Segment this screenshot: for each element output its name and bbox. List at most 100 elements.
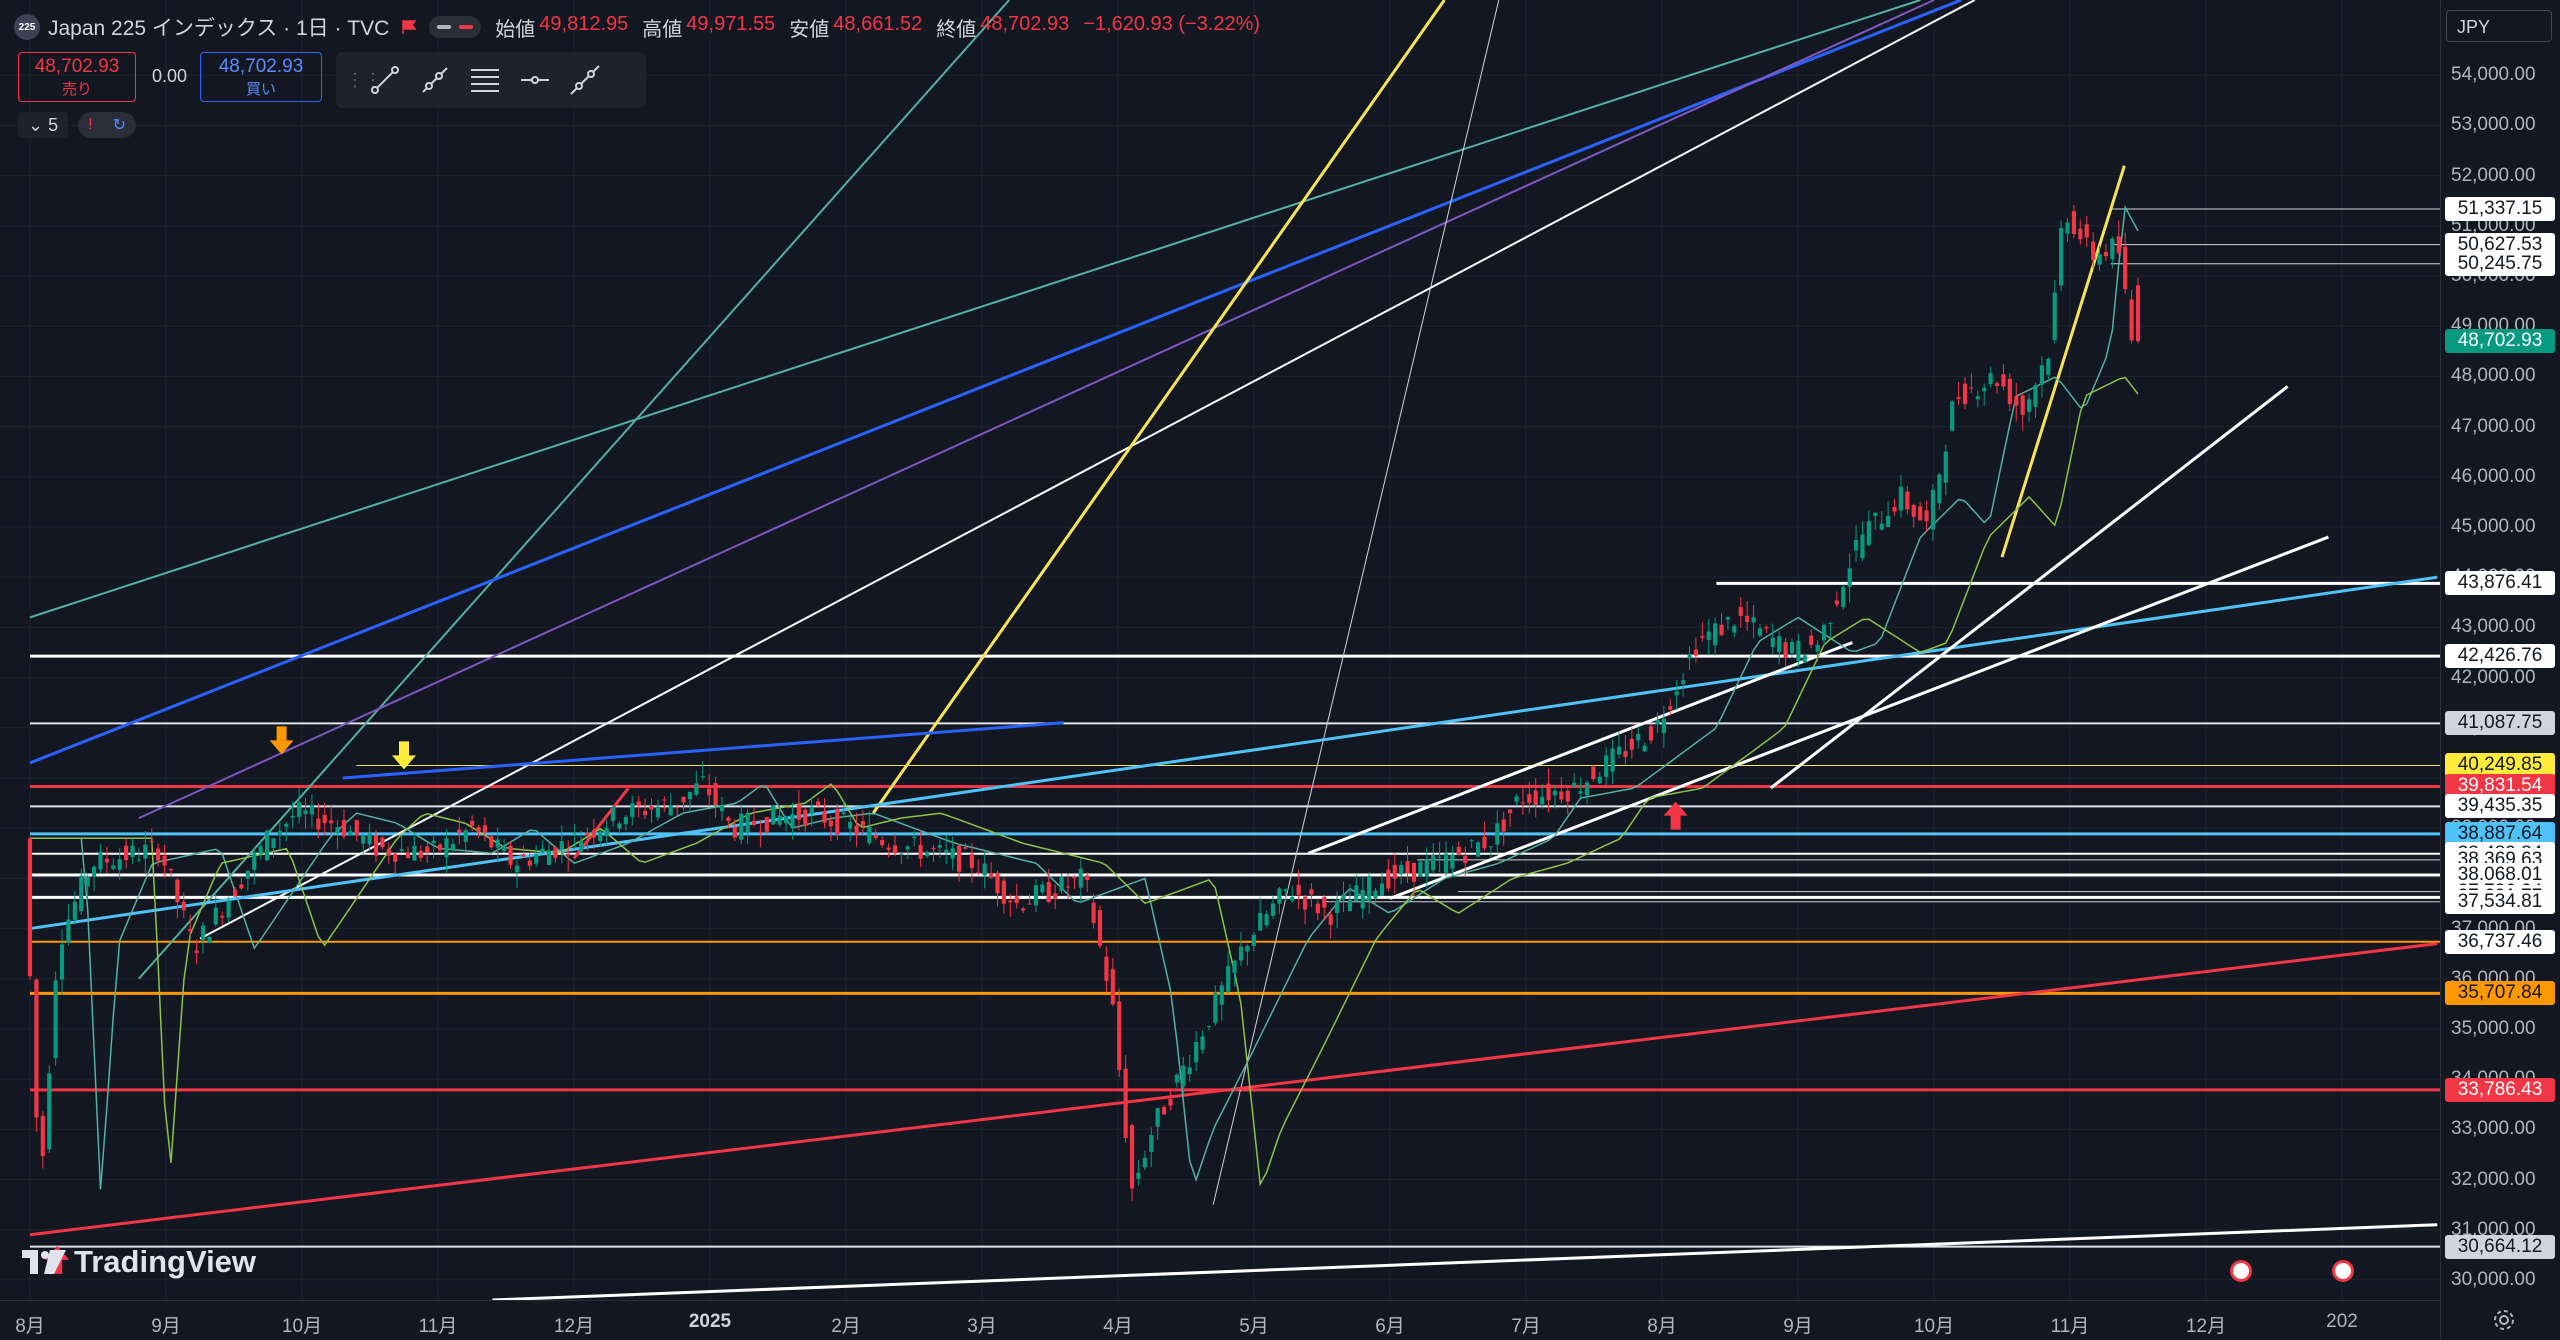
trend-line[interactable] bbox=[2000, 165, 2126, 558]
price-chart[interactable] bbox=[0, 0, 2440, 1300]
symbol-legend[interactable]: 225 Japan 225 インデックス · 1日 · TVC 始値 49,812… bbox=[14, 12, 1270, 42]
parallel-channel-tool-icon[interactable] bbox=[460, 55, 510, 105]
visibility-toggle[interactable] bbox=[429, 16, 482, 38]
trend-line[interactable] bbox=[29, 0, 1921, 619]
candle-body bbox=[1335, 900, 1340, 914]
candle-body bbox=[585, 832, 590, 836]
level-price-badge[interactable]: 41,087.75 bbox=[2445, 711, 2555, 736]
candle-body bbox=[425, 846, 430, 854]
arrow-down-icon[interactable] bbox=[269, 726, 294, 755]
price-axis[interactable]: 30,000.0031,000.0032,000.0033,000.0034,0… bbox=[2440, 0, 2560, 1340]
indicator-status[interactable]: ! ↻ bbox=[78, 112, 137, 138]
candle-body bbox=[34, 979, 39, 1118]
candle-body bbox=[271, 838, 276, 849]
candle-body bbox=[527, 860, 532, 866]
candle-body bbox=[655, 806, 660, 818]
candle-body bbox=[1129, 1125, 1135, 1189]
buy-button[interactable]: 48,702.93 買い bbox=[200, 52, 322, 102]
candle-body bbox=[1674, 691, 1679, 696]
candle-body bbox=[546, 850, 552, 866]
level-price-badge[interactable]: 50,245.75 bbox=[2445, 251, 2555, 276]
level-price-badge[interactable]: 51,337.15 bbox=[2445, 196, 2555, 221]
trend-line[interactable] bbox=[342, 721, 1064, 780]
level-price-badge[interactable]: 33,786.43 bbox=[2445, 1077, 2555, 1102]
alert-icon[interactable] bbox=[2332, 1260, 2354, 1282]
flag-icon[interactable] bbox=[401, 19, 417, 35]
high-label: 高値 bbox=[642, 18, 683, 41]
level-price-badge[interactable]: 39,435.35 bbox=[2445, 794, 2555, 819]
candle-body bbox=[1136, 1172, 1141, 1179]
candle-body bbox=[726, 817, 731, 821]
drawing-toolbar[interactable]: ⋮⋮ bbox=[336, 52, 646, 108]
sell-label: 売り bbox=[61, 80, 92, 98]
candle-body bbox=[450, 843, 455, 850]
candle-body bbox=[1213, 992, 1218, 1023]
candle-body bbox=[1078, 868, 1083, 888]
trend-line[interactable] bbox=[871, 0, 1446, 814]
trend-line[interactable] bbox=[199, 0, 1976, 940]
arrow-up-icon[interactable] bbox=[1663, 801, 1688, 830]
candle-body bbox=[239, 884, 244, 889]
candle-body bbox=[1104, 956, 1109, 981]
candle-body bbox=[1040, 884, 1045, 893]
trend-line[interactable] bbox=[138, 0, 1935, 820]
horizontal-line-tool-icon[interactable] bbox=[510, 55, 560, 105]
level-price-badge[interactable]: 37,534.81 bbox=[2445, 889, 2555, 914]
trend-line[interactable] bbox=[492, 1223, 2438, 1300]
trend-line[interactable] bbox=[29, 575, 2438, 931]
trend-line[interactable] bbox=[138, 0, 1010, 980]
y-tick-label: 46,000.00 bbox=[2451, 465, 2536, 487]
candle-body bbox=[303, 810, 308, 815]
arrow-down-icon[interactable] bbox=[392, 741, 416, 770]
candle-body bbox=[1661, 718, 1666, 734]
candle-body bbox=[1501, 819, 1506, 832]
trend-line[interactable] bbox=[29, 0, 1962, 765]
candle-body bbox=[226, 900, 231, 918]
candle-body bbox=[1821, 624, 1827, 641]
y-tick-label: 35,000.00 bbox=[2451, 1017, 2536, 1039]
candle-body bbox=[149, 840, 154, 842]
candle-body bbox=[1149, 1134, 1154, 1152]
level-price-badge[interactable]: 35,707.84 bbox=[2445, 981, 2555, 1006]
trend-line[interactable] bbox=[1769, 385, 2289, 790]
watermark-text: TradingView bbox=[74, 1244, 257, 1279]
gear-icon[interactable] bbox=[2486, 1302, 2522, 1338]
candle-body bbox=[1097, 910, 1103, 946]
tradingview-watermark[interactable]: TradingView bbox=[22, 1244, 256, 1280]
currency-selector[interactable]: JPY bbox=[2446, 10, 2552, 42]
candle-body bbox=[1431, 855, 1436, 871]
time-axis[interactable]: 8月 9月 10月 11月 12月 2025 2月 3月 4月 5月 6月 7月 8月 9月 10月 11月 1… bbox=[0, 1300, 2440, 1340]
trend-line[interactable] bbox=[1212, 0, 1500, 1205]
level-price-badge[interactable]: 36,737.46 bbox=[2445, 929, 2555, 954]
trend-line[interactable] bbox=[1307, 641, 1853, 855]
symbol-title[interactable]: Japan 225 インデックス · 1日 · TVC bbox=[48, 17, 390, 40]
candle-body bbox=[2129, 299, 2134, 341]
candle-body bbox=[130, 845, 135, 858]
candle-body bbox=[1226, 966, 1231, 992]
level-price-badge[interactable]: 40,249.85 bbox=[2445, 753, 2555, 778]
candle-body bbox=[124, 845, 129, 861]
trend-line-tool-icon[interactable] bbox=[360, 55, 410, 105]
candle-body bbox=[1616, 746, 1622, 755]
candle-body bbox=[1841, 586, 1846, 607]
candle-body bbox=[1411, 862, 1417, 882]
ray-tool-icon[interactable] bbox=[410, 55, 460, 105]
indicators-collapse-button[interactable]: ⌄ 5 bbox=[18, 112, 69, 138]
candle-body bbox=[1463, 855, 1468, 864]
level-price-badge[interactable]: 30,664.12 bbox=[2445, 1234, 2555, 1259]
x-tick-label: 10月 bbox=[281, 1316, 323, 1337]
level-price-badge[interactable]: 42,426.76 bbox=[2445, 644, 2555, 669]
candle-body bbox=[463, 830, 468, 842]
extended-line-tool-icon[interactable] bbox=[560, 55, 610, 105]
sell-button[interactable]: 48,702.93 売り bbox=[18, 52, 136, 102]
candle-body bbox=[534, 854, 539, 864]
candle-body bbox=[1206, 1026, 1212, 1028]
drag-handle-icon[interactable]: ⋮⋮ bbox=[346, 70, 382, 90]
candle-body bbox=[2078, 228, 2083, 240]
candle-body bbox=[1232, 960, 1237, 973]
candle-body bbox=[578, 840, 584, 852]
alert-icon[interactable] bbox=[2230, 1260, 2252, 1282]
candle-body bbox=[361, 835, 366, 844]
x-tick-label: 10月 bbox=[1913, 1316, 1955, 1337]
level-price-badge[interactable]: 43,876.41 bbox=[2445, 571, 2555, 596]
